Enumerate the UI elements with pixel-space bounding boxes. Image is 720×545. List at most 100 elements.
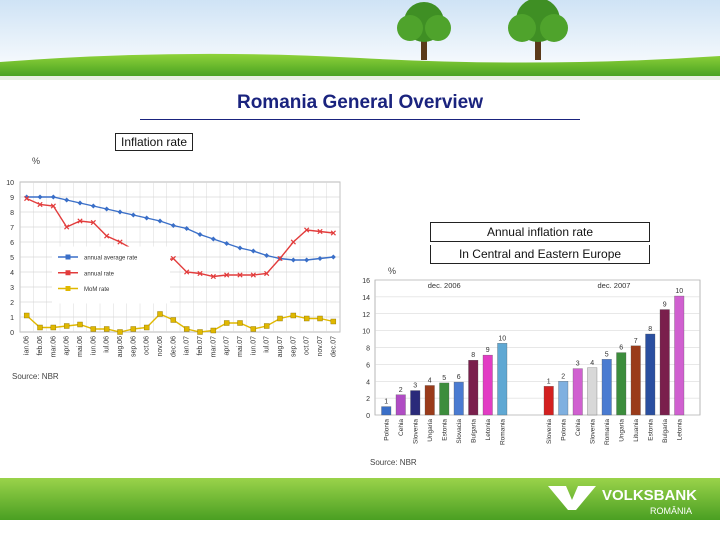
- data-point: [317, 315, 323, 322]
- page-title: Romania General Overview: [236, 92, 484, 113]
- data-point: [77, 321, 83, 328]
- data-point: [90, 219, 96, 226]
- right-chart-ylabel: %: [388, 266, 397, 276]
- data-point: [170, 255, 176, 262]
- volksbank-logo-icon: [548, 486, 596, 510]
- data-point: [104, 206, 110, 212]
- x-tick-label: Slovacia: [456, 419, 463, 444]
- bar: [439, 382, 450, 416]
- data-point: [304, 257, 310, 263]
- legend-label: MoM rate: [84, 287, 110, 293]
- data-point: [184, 269, 190, 275]
- x-tick-label: aug.07: [277, 336, 284, 358]
- bar-rank-label: 10: [675, 288, 683, 295]
- left-chart-ylabel: %: [32, 156, 41, 166]
- data-point: [117, 209, 123, 215]
- data-point: [223, 320, 230, 326]
- left-chart-title: Inflation rate: [115, 133, 194, 151]
- legend-marker: [65, 286, 71, 291]
- bar: [543, 386, 554, 416]
- right-chart-title: Annual inflation rate: [430, 222, 650, 242]
- x-tick-label: apr.06: [64, 336, 71, 356]
- bar-rank-label: 2: [561, 373, 565, 380]
- bar: [424, 385, 435, 416]
- bar: [572, 368, 583, 416]
- y-tick-label: 6: [366, 362, 370, 369]
- data-point: [50, 194, 56, 200]
- tree-icon: [397, 2, 451, 60]
- bar: [659, 309, 670, 416]
- bar: [468, 360, 479, 416]
- bar: [558, 381, 569, 416]
- legend-label: annual average rate: [84, 256, 138, 262]
- bar: [497, 343, 508, 416]
- x-tick-label: Letonia: [485, 419, 492, 441]
- x-tick-label: apr.07: [224, 336, 231, 356]
- data-point: [157, 311, 163, 317]
- x-tick-label: Ungaria: [618, 419, 625, 442]
- x-tick-label: Bulgaria: [662, 419, 669, 443]
- logo-subtext: ROMÂNIA: [650, 506, 692, 516]
- y-tick-label: 1: [10, 315, 14, 322]
- x-tick-label: nov.06: [157, 336, 164, 357]
- data-point: [143, 324, 150, 331]
- x-tick-label: Romania: [604, 419, 611, 445]
- legend-box: [52, 246, 170, 304]
- y-tick-label: 6: [10, 240, 14, 247]
- x-tick-label: feb.06: [37, 336, 44, 356]
- bar-rank-label: 8: [648, 326, 652, 333]
- bar-rank-label: 4: [428, 377, 432, 384]
- x-tick-label: Bulgaria: [470, 419, 477, 443]
- bar-rank-label: 1: [547, 378, 551, 385]
- title-underline: [140, 119, 580, 120]
- x-tick-label: Ungaria: [427, 419, 434, 442]
- y-tick-label: 5: [10, 255, 14, 262]
- bar-rank-label: 4: [590, 360, 594, 367]
- bar-rank-label: 6: [619, 345, 623, 352]
- footer-band: VOLKSBANK ROMÂNIA: [0, 470, 720, 540]
- x-tick-label: oct.06: [144, 336, 151, 355]
- inflation-line-chart: 0 1 2 3 4 5 6 7 8 9 10 ian.06 feb.06 mar.06 apr.06 mai…: [6, 180, 341, 358]
- bar-rank-label: 5: [605, 351, 609, 358]
- bar-rank-label: 8: [471, 352, 475, 359]
- logo-text: VOLKSBANK: [602, 487, 697, 504]
- legend-marker: [65, 270, 71, 276]
- bar-rank-label: 5: [442, 375, 446, 382]
- right-chart-subtitle: In Central and Eastern Europe: [430, 245, 650, 264]
- data-point: [304, 227, 310, 233]
- bar: [453, 381, 464, 416]
- legend-label: annual rate: [84, 271, 115, 277]
- data-point: [330, 230, 336, 236]
- data-point: [130, 326, 137, 332]
- bar-rank-label: 6: [457, 374, 461, 381]
- data-point: [197, 232, 203, 237]
- data-point: [197, 329, 203, 335]
- right-chart-source: Source: NBR: [370, 458, 417, 467]
- x-tick-label: dec.06: [170, 336, 177, 357]
- group-label: dec. 2006: [428, 281, 461, 290]
- data-point: [210, 273, 216, 280]
- data-point: [183, 326, 190, 332]
- data-point: [63, 323, 70, 329]
- data-point: [104, 233, 110, 239]
- x-tick-label: Polonia: [560, 419, 567, 441]
- x-tick-label: Slovenia: [412, 419, 419, 444]
- data-point: [170, 223, 176, 228]
- data-point: [263, 323, 270, 329]
- data-point: [130, 212, 136, 218]
- bar-rank-label: 3: [413, 383, 417, 390]
- bar: [587, 367, 598, 416]
- bar: [630, 345, 641, 416]
- y-tick-label: 7: [10, 225, 14, 232]
- bar: [674, 295, 685, 416]
- bar: [395, 394, 406, 416]
- x-tick-label: Slovenia: [546, 419, 553, 444]
- y-tick-label: 10: [6, 180, 14, 187]
- data-point: [210, 236, 216, 242]
- data-point: [90, 203, 96, 209]
- y-tick-label: 12: [362, 312, 370, 319]
- tree-icon: [508, 0, 568, 60]
- y-tick-label: 16: [362, 278, 370, 285]
- data-point: [250, 272, 256, 278]
